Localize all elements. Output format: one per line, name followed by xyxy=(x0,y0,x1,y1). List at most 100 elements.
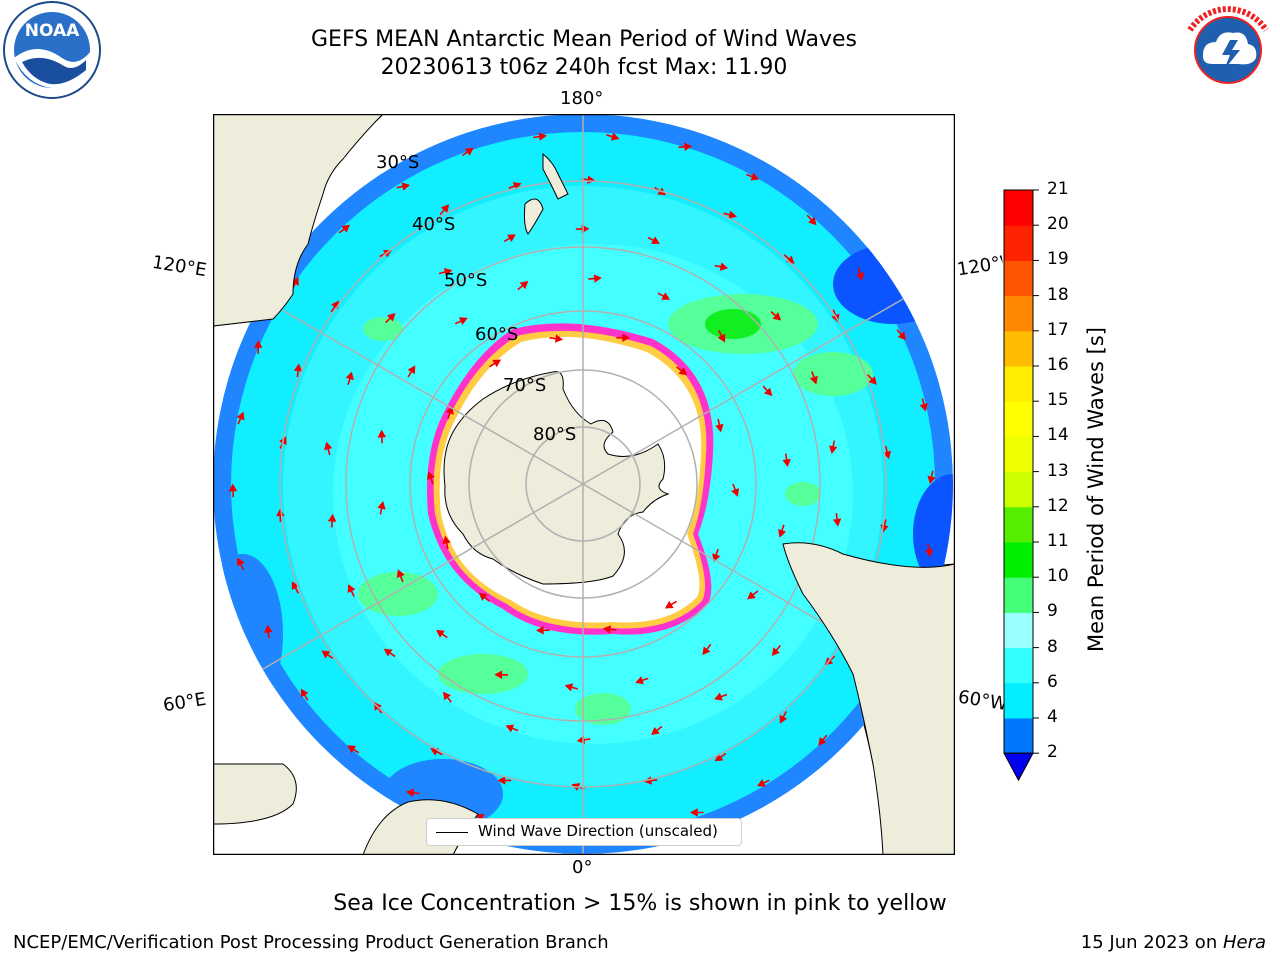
wind-wave-arrow xyxy=(461,147,474,157)
colorbar xyxy=(1003,189,1039,782)
wind-wave-arrow xyxy=(829,440,838,454)
colorbar-ticks xyxy=(1033,189,1039,754)
wind-wave-arrow xyxy=(746,172,760,181)
wind-wave-arrow xyxy=(228,483,238,498)
wind-wave-arrow xyxy=(924,543,934,558)
wind-wave-arrows xyxy=(228,132,936,837)
wind-wave-arrow xyxy=(445,406,454,420)
wind-wave-arrow xyxy=(714,752,727,762)
lat-label-50s: 50°S xyxy=(444,270,488,291)
wind-wave-arrow xyxy=(664,600,677,609)
wind-wave-arrow xyxy=(497,776,512,785)
credit-left: NCEP/EMC/Verification Post Processing Pr… xyxy=(13,932,609,953)
wind-wave-arrow xyxy=(383,648,396,658)
wind-wave-arrow xyxy=(616,333,631,342)
lat-label-80s: 80°S xyxy=(533,424,577,445)
new-zealand xyxy=(523,152,569,235)
colorbar-tick-label: 17 xyxy=(1047,319,1069,340)
colorbar-band xyxy=(1004,506,1033,543)
lon-label-60e: 60°E xyxy=(161,688,208,717)
colorbar-band xyxy=(1004,190,1033,226)
wind-wave-arrow xyxy=(762,385,773,397)
wind-wave-arrow xyxy=(505,724,519,733)
sea-ice-note: Sea Ice Concentration > 15% is shown in … xyxy=(333,891,947,916)
wind-wave-arrow xyxy=(300,688,309,701)
wind-wave-arrow xyxy=(385,313,396,324)
wind-wave-arrow xyxy=(855,267,865,281)
wind-wave-arrow xyxy=(436,629,448,639)
colorbar-label: Mean Period of Wind Waves [s] xyxy=(1084,327,1108,652)
wind-wave-arrow xyxy=(564,683,579,692)
wind-wave-arrow xyxy=(651,725,663,736)
colorbar-band xyxy=(1004,225,1033,261)
wind-wave-arrow xyxy=(324,441,333,456)
colorbar-tick-label: 2 xyxy=(1047,742,1058,763)
legend-label: Wind Wave Direction (unscaled) xyxy=(478,822,718,840)
legend-line-sample xyxy=(436,832,468,833)
wind-wave-arrow xyxy=(806,214,817,226)
polar-map xyxy=(213,114,955,855)
lat-label-40s: 40°S xyxy=(412,214,456,235)
wind-wave-arrow xyxy=(723,210,737,219)
colorbar-band xyxy=(1004,471,1033,508)
wind-wave-arrow xyxy=(883,445,892,460)
credit-date: 15 Jun 2023 on xyxy=(1080,932,1223,953)
wind-wave-arrow xyxy=(927,470,936,485)
wind-wave-arrow xyxy=(717,330,726,343)
wind-wave-arrow xyxy=(635,676,649,685)
wind-wave-arrow xyxy=(345,371,354,385)
wind-wave-arrow xyxy=(782,453,791,468)
wind-wave-arrow xyxy=(503,234,516,243)
colorbar-band xyxy=(1004,542,1033,578)
wind-wave-arrow xyxy=(747,590,759,600)
wind-wave-arrow xyxy=(731,483,740,497)
wind-wave-arrow xyxy=(779,711,788,724)
wind-wave-arrow xyxy=(657,292,671,300)
wind-wave-arrow xyxy=(236,411,245,425)
wind-wave-arrow xyxy=(508,182,522,190)
wind-wave-arrow xyxy=(647,236,660,244)
wind-wave-arrow xyxy=(291,581,300,594)
wind-wave-arrow xyxy=(494,670,509,679)
wind-wave-arrow xyxy=(832,512,842,527)
wind-wave-arrow xyxy=(702,643,712,656)
wind-wave-arrow xyxy=(293,363,303,378)
wind-wave-arrow xyxy=(809,371,818,385)
wind-wave-arrow xyxy=(771,644,782,656)
wind-wave-arrow xyxy=(778,524,787,538)
wind-wave-arrow xyxy=(254,340,263,354)
colorbar-tick-label: 9 xyxy=(1047,601,1058,622)
wind-wave-arrow xyxy=(714,262,729,271)
wind-wave-arrow xyxy=(264,624,273,639)
lon-label-120e: 120°E xyxy=(150,251,209,282)
wind-wave-arrow xyxy=(426,471,435,485)
map-legend: Wind Wave Direction (unscaled) xyxy=(426,818,742,846)
wind-wave-arrow xyxy=(715,418,724,433)
colorbar-band xyxy=(1004,295,1033,332)
colorbar-tick-label: 6 xyxy=(1047,671,1058,692)
wind-wave-arrow xyxy=(678,142,693,152)
wind-wave-arrow xyxy=(454,317,468,325)
colorbar-band xyxy=(1004,612,1033,649)
colorbar-tick-label: 13 xyxy=(1047,460,1069,481)
wind-wave-arrow xyxy=(442,535,451,550)
colorbar-tick-label: 21 xyxy=(1047,179,1069,199)
wind-wave-arrow xyxy=(689,808,704,817)
wind-wave-arrow xyxy=(439,204,450,216)
wind-wave-arrow xyxy=(321,650,334,659)
wind-wave-arrow xyxy=(396,182,411,191)
wind-wave-arrow xyxy=(770,310,782,321)
nws-logo xyxy=(1180,2,1276,98)
noaa-logo: NOAA xyxy=(3,1,101,99)
wind-wave-arrow xyxy=(377,501,386,515)
chart-title: GEFS MEAN Antarctic Mean Period of Wind … xyxy=(311,27,857,52)
antarctica xyxy=(443,371,670,585)
wind-wave-arrow xyxy=(442,691,452,703)
colorbar-band xyxy=(1004,401,1033,437)
colorbar-tick-label: 16 xyxy=(1047,355,1069,375)
colorbar-tick-label: 20 xyxy=(1047,214,1069,235)
wind-wave-arrow xyxy=(533,132,547,141)
south-america xyxy=(782,542,955,855)
colorbar-band xyxy=(1004,260,1033,297)
wind-wave-arrow xyxy=(712,548,721,562)
